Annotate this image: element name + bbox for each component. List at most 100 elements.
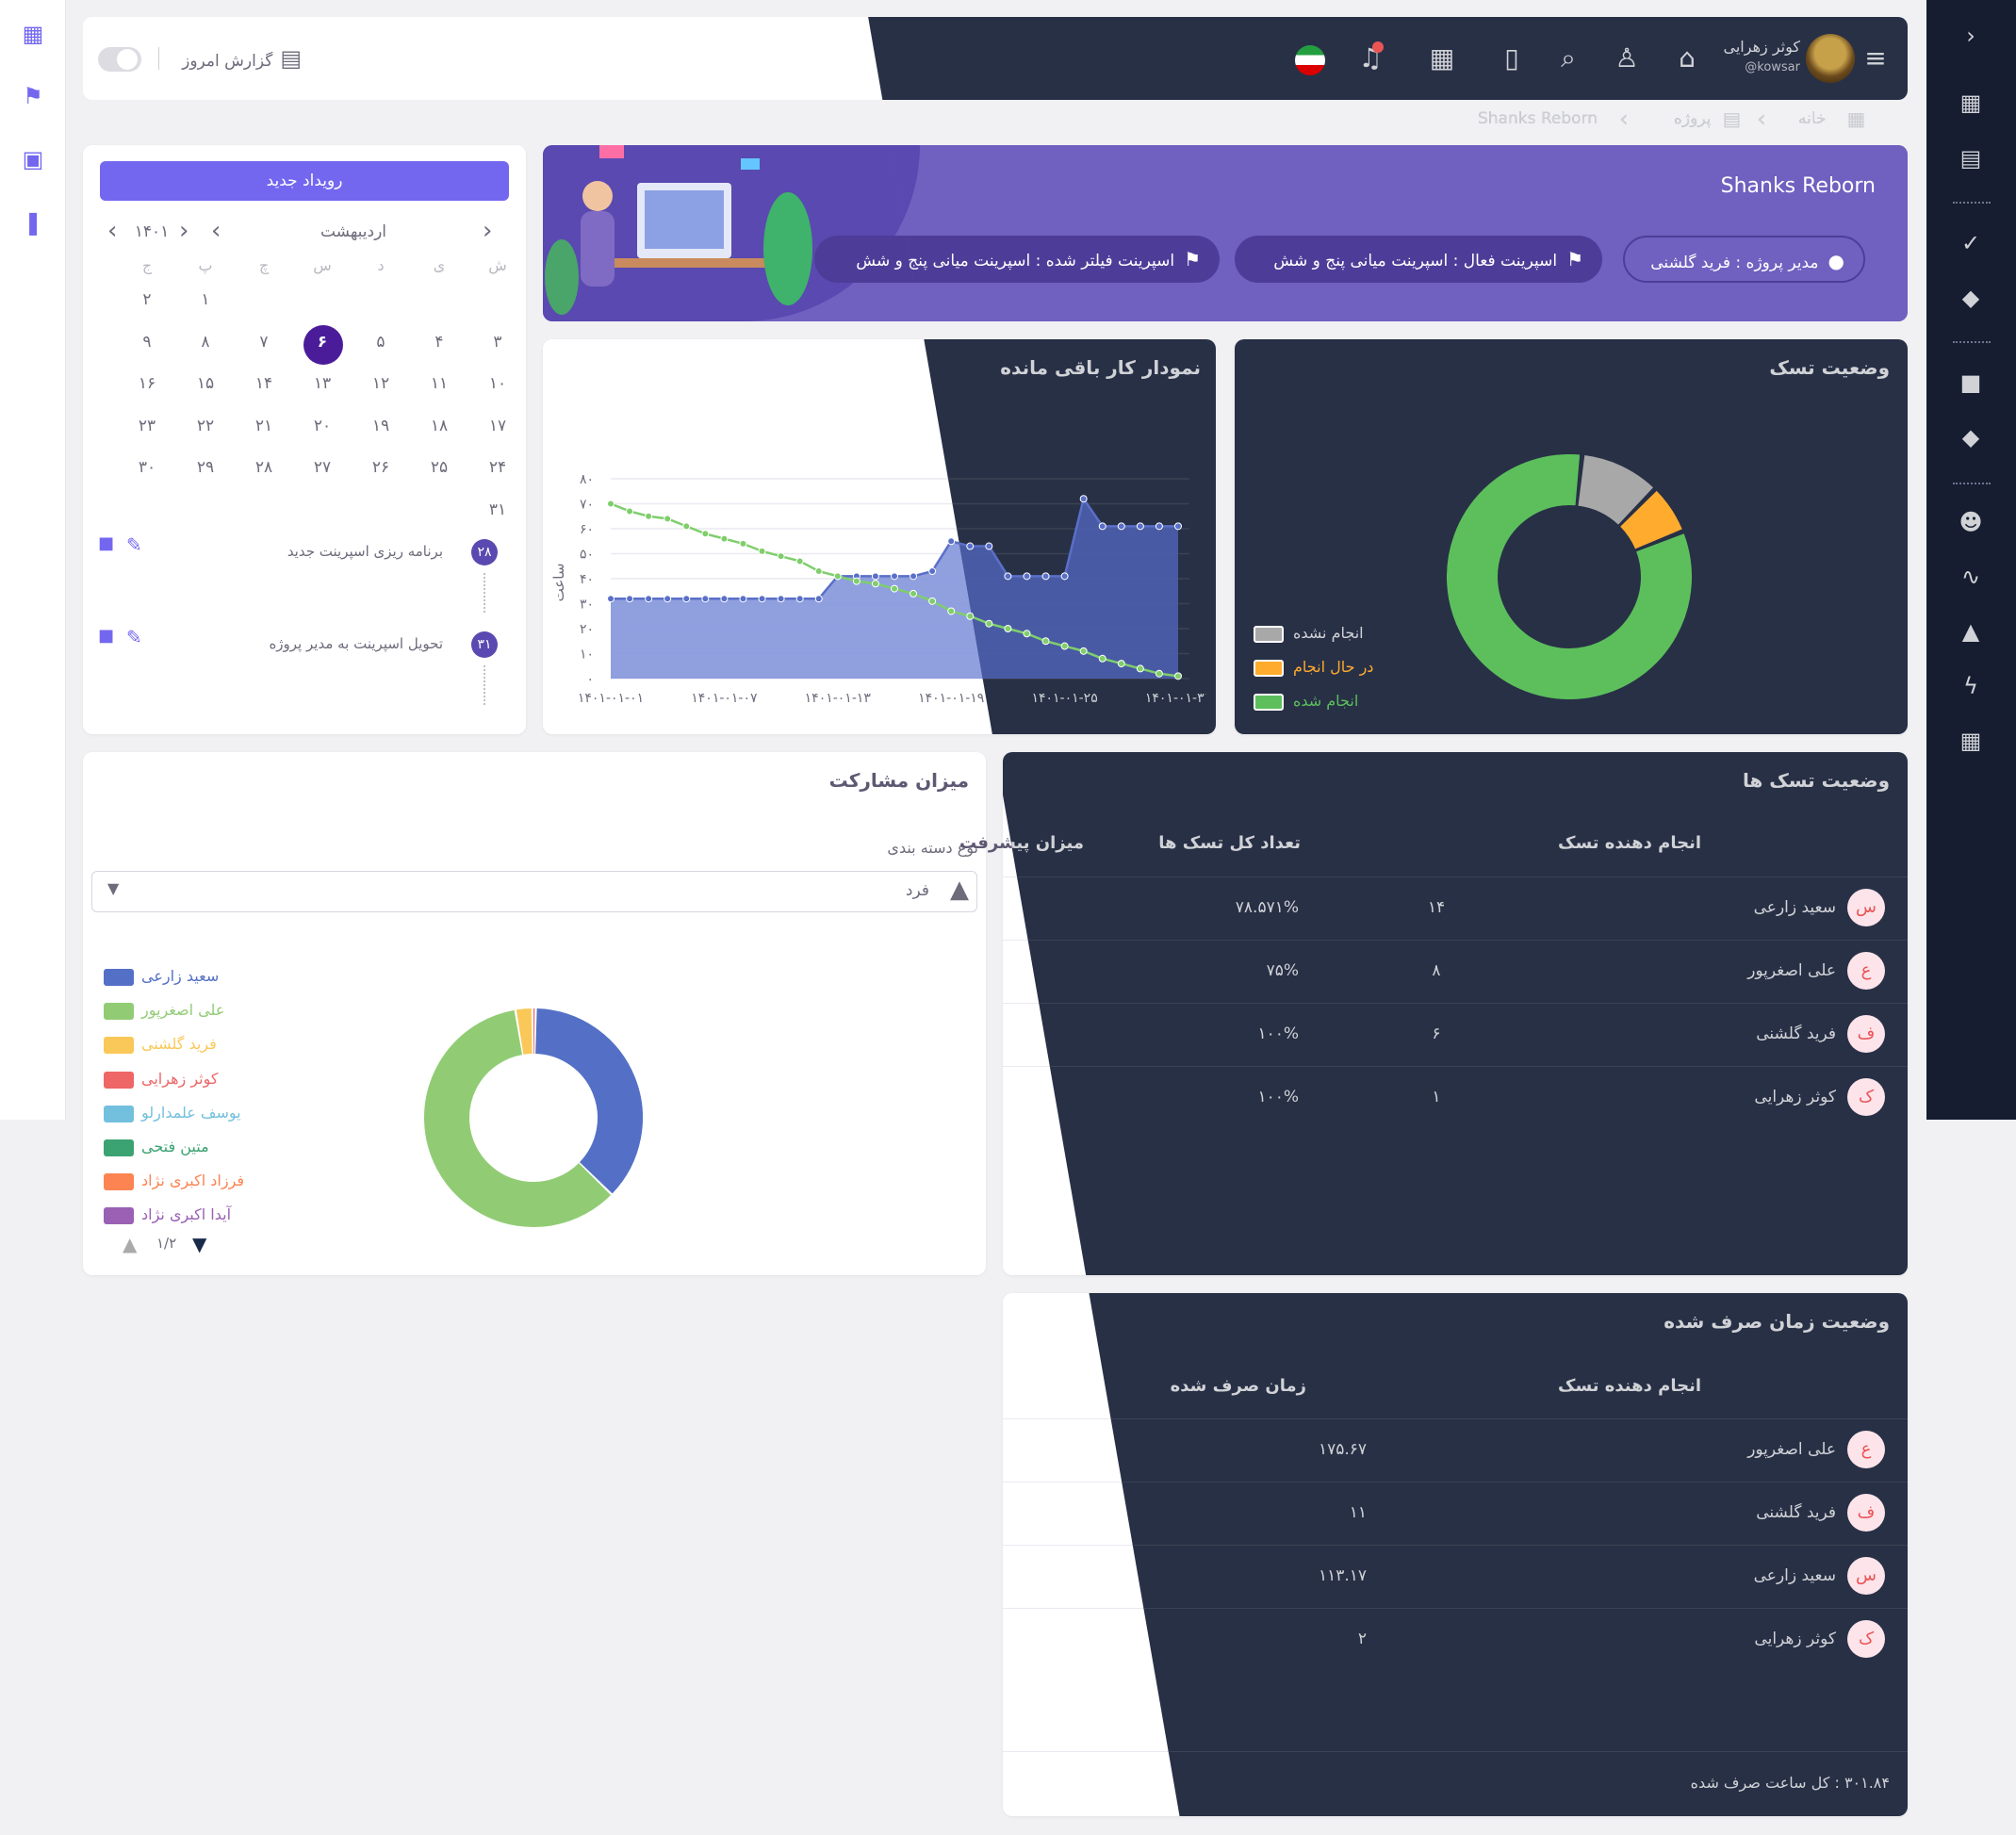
calendar-day[interactable]: ۳۱	[488, 500, 507, 519]
breadcrumb-project[interactable]: پروژه	[1674, 109, 1712, 128]
legend-label[interactable]: فرزاد اکبری نژاد	[141, 1171, 245, 1190]
briefcase-icon[interactable]: ■	[1959, 369, 1982, 396]
table-row[interactable]: ف فرید گلشنی ۱۱	[1003, 1482, 1908, 1544]
calendar-day[interactable]: ۱۴	[254, 374, 273, 393]
calendar-day[interactable]: ۱	[201, 290, 210, 309]
column-header[interactable]: انجام دهنده تسک	[1558, 1376, 1701, 1396]
legend-label[interactable]: علی اصغرپور	[141, 1001, 225, 1020]
breadcrumb-home[interactable]: خانه	[1798, 109, 1827, 128]
breadcrumb-current[interactable]: Shanks Reborn	[1478, 109, 1598, 128]
check-circle-icon[interactable]: ✓	[1960, 230, 1981, 256]
calendar-day[interactable]: ۱۵	[196, 374, 215, 393]
flag-icon[interactable]: ⚑	[23, 83, 43, 109]
calendar-day[interactable]: ۲۹	[196, 458, 215, 477]
bookmark-icon[interactable]: ❚	[23, 209, 43, 236]
series-point[interactable]	[720, 595, 729, 603]
calendar-day[interactable]: ۵	[376, 332, 385, 352]
series-point[interactable]	[947, 537, 956, 546]
user-icon[interactable]: ♙	[1614, 42, 1639, 74]
series-point[interactable]	[928, 567, 937, 576]
legend-label[interactable]: متین فتحی	[141, 1138, 209, 1155]
series-point[interactable]	[777, 595, 785, 603]
group-type-select[interactable]: فرد ▲ ▼	[91, 871, 977, 912]
edit-icon[interactable]: ✎	[126, 533, 142, 556]
calendar-day[interactable]: ۲۴	[488, 458, 507, 477]
table-icon[interactable]: ▦	[1959, 728, 1982, 754]
series-point[interactable]	[645, 595, 653, 603]
series-point[interactable]	[1098, 654, 1106, 663]
table-row[interactable]: س سعید زارعی ۱۱۳.۱۷	[1003, 1545, 1908, 1607]
clipboard-icon[interactable]: ▤	[1959, 145, 1982, 172]
series-point[interactable]	[966, 542, 975, 550]
calendar-icon[interactable]: ▦	[1429, 42, 1455, 74]
legend-label[interactable]: در حال انجام	[1293, 658, 1374, 676]
legend-label[interactable]: فرید گلشنی	[141, 1035, 217, 1054]
series-point[interactable]	[1060, 642, 1069, 650]
new-event-button[interactable]: رویداد جدید	[100, 161, 509, 201]
series-point[interactable]	[1023, 630, 1031, 638]
series-point[interactable]	[814, 567, 823, 576]
series-point[interactable]	[607, 500, 615, 508]
table-row[interactable]: ف فرید گلشنی ۶ ۱۰۰%	[1003, 1003, 1908, 1065]
calendar-day[interactable]: ۲۷	[313, 458, 332, 477]
series-point[interactable]	[664, 515, 672, 523]
calendar-day[interactable]: ۴	[434, 332, 444, 352]
breadcrumb-current[interactable]: Shanks Reborn	[1478, 109, 1598, 128]
series-point[interactable]	[891, 584, 898, 593]
task-status-slice-not-done[interactable]	[1577, 455, 1653, 526]
breadcrumb-home[interactable]: خانه	[1798, 109, 1827, 128]
calendar-day[interactable]: ۲۶	[371, 458, 390, 477]
column-header[interactable]: انجام دهنده تسک	[1558, 833, 1701, 853]
series-point[interactable]	[1174, 672, 1182, 680]
theme-toggle[interactable]	[98, 47, 141, 72]
tag-icon[interactable]: ◆	[1961, 424, 1980, 451]
calendar-day[interactable]: ۱۱	[430, 374, 449, 393]
series-point[interactable]	[928, 597, 937, 605]
column-header[interactable]: تعداد کل تسک ها	[1158, 833, 1301, 853]
calendar-day[interactable]: ۲۰	[313, 416, 332, 435]
series-point[interactable]	[891, 572, 898, 581]
search-icon[interactable]: ⌕	[1561, 42, 1576, 74]
series-point[interactable]	[1136, 522, 1144, 531]
legend-prev-icon[interactable]: ▲	[123, 1233, 138, 1255]
calendar-day[interactable]: ۳۰	[138, 458, 156, 477]
dashboard-icon[interactable]: ▦	[1959, 90, 1982, 116]
series-point[interactable]	[1004, 625, 1012, 632]
file-icon[interactable]: ▯	[1504, 42, 1519, 74]
series-point[interactable]	[1174, 522, 1182, 531]
series-point[interactable]	[682, 595, 691, 603]
series-point[interactable]	[758, 547, 766, 555]
menu-icon[interactable]: ≡	[1864, 42, 1887, 74]
legend-label[interactable]: آیدا اکبری نژاد	[141, 1205, 232, 1224]
calendar-day[interactable]: ۲۳	[138, 416, 156, 435]
shapes-icon[interactable]: ▲	[1961, 618, 1980, 645]
calendar-day[interactable]: ۱۲	[371, 374, 390, 393]
series-point[interactable]	[739, 539, 747, 548]
today-report-link[interactable]: ▤ گزارش امروز	[179, 45, 302, 74]
series-point[interactable]	[758, 595, 766, 603]
calendar-day[interactable]: ۳	[493, 332, 502, 352]
tag-icon[interactable]: ◆	[1961, 285, 1980, 311]
series-point[interactable]	[1155, 522, 1163, 531]
series-point[interactable]	[1079, 647, 1088, 655]
filtered-sprint-pill[interactable]: ⚑ اسپرینت فیلتر شده : اسپرینت میانی پنج و…	[865, 236, 1220, 283]
series-point[interactable]	[701, 595, 710, 603]
series-point[interactable]	[1117, 660, 1125, 668]
series-point[interactable]	[1136, 664, 1144, 673]
series-point[interactable]	[1041, 637, 1050, 646]
series-point[interactable]	[871, 572, 879, 581]
calendar-day[interactable]: ۲۲	[196, 416, 215, 435]
series-point[interactable]	[701, 530, 710, 538]
series-point[interactable]	[1023, 572, 1031, 581]
legend-next-icon[interactable]: ▼	[192, 1233, 207, 1255]
series-point[interactable]	[777, 552, 785, 561]
table-row[interactable]: ک کوثر زهرایی ۲	[1003, 1608, 1908, 1670]
series-point[interactable]	[947, 607, 956, 615]
manager-pill[interactable]: ● مدیر پروژه : فرید گلشنی	[1623, 236, 1865, 283]
participation-slice[interactable]	[424, 1009, 611, 1227]
series-point[interactable]	[739, 595, 747, 603]
calendar-day[interactable]: ۲۵	[430, 458, 449, 477]
chevron-left-icon[interactable]: ‹	[107, 217, 118, 245]
series-point[interactable]	[645, 512, 653, 520]
active-sprint-pill[interactable]: ⚑ اسپرینت فعال : اسپرینت میانی پنج و شش	[1235, 236, 1602, 283]
